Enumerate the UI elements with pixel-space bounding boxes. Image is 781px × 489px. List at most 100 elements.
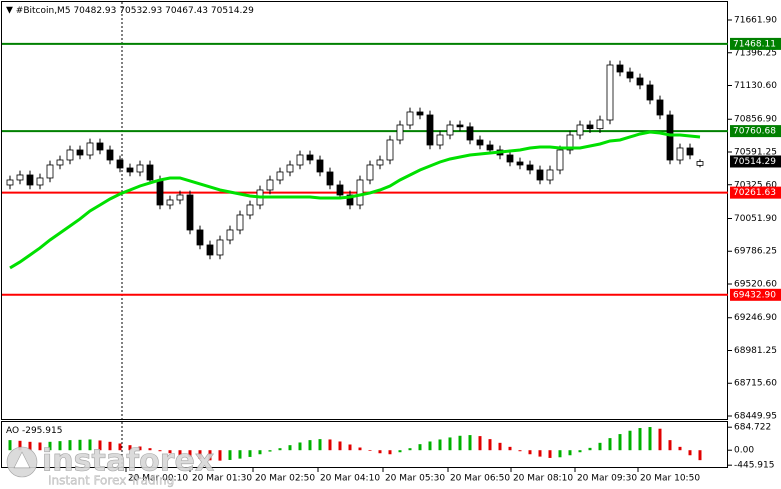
indicator-bar (698, 450, 702, 461)
header: ▼ #Bitcoin,M5 70482.93 70532.93 70467.43… (6, 6, 254, 16)
indicator-bar (298, 442, 302, 451)
candle-body (146, 164, 154, 181)
watermark-tagline: Instant Forex Trading (48, 474, 174, 488)
candle-body (126, 167, 134, 173)
x-tick-label: 20 Mar 05:30 (385, 474, 445, 484)
candle-body (576, 124, 584, 136)
indicator-tick-label: -445.915 (734, 461, 774, 471)
indicator-bar (198, 450, 202, 459)
indicator-bar (448, 437, 452, 451)
indicator-value: -295.915 (22, 426, 62, 436)
level-tag (730, 125, 781, 138)
indicator-bar (408, 448, 412, 451)
price-tag (730, 155, 781, 168)
y-tick-label: 70051.90 (734, 214, 777, 224)
indicator-bar (78, 439, 82, 451)
candle-body (616, 64, 624, 73)
candle-body (536, 169, 544, 181)
x-tick-label: 20 Mar 02:50 (255, 474, 315, 484)
candle-body (26, 174, 34, 186)
indicator-bar (318, 439, 322, 451)
candle-body (666, 114, 674, 161)
candle-body (166, 199, 174, 206)
indicator-bar (258, 450, 262, 455)
indicator-bar (598, 442, 602, 451)
y-tick-label: 71661.90 (734, 16, 777, 26)
indicator-bar (398, 450, 402, 453)
indicator-bar (248, 450, 252, 457)
candle-body (336, 184, 344, 196)
candle-body (396, 124, 404, 141)
candle-body (366, 164, 374, 181)
candle-body (356, 179, 364, 206)
indicator-bar (658, 428, 662, 451)
candle-body (226, 229, 234, 241)
indicator-bar (48, 441, 52, 451)
y-tick-label: 69246.90 (734, 313, 777, 323)
indicator-bar (488, 439, 492, 451)
y-tick-label: 69520.60 (734, 280, 777, 290)
candle-body (136, 164, 144, 173)
indicator-bar (158, 450, 162, 452)
indicator-bar (38, 442, 42, 451)
indicator-bar (8, 440, 12, 451)
indicator-bar (68, 440, 72, 451)
price-tag-label: 70514.29 (733, 157, 776, 167)
candle-body (176, 194, 184, 201)
candle-body (526, 164, 534, 171)
candle-body (456, 124, 464, 128)
candle-body (156, 179, 164, 206)
candle-body (606, 64, 614, 121)
candle-body (696, 161, 704, 166)
indicator-bar (268, 450, 272, 452)
price-panel (1, 1, 728, 420)
y-tick-label: 70856.90 (734, 115, 777, 125)
indicator-bar (428, 441, 432, 451)
indicator-bar (478, 436, 482, 451)
indicator-bar (458, 435, 462, 451)
candle-body (426, 114, 434, 146)
indicator-bar (438, 439, 442, 451)
indicator-bar (28, 441, 32, 451)
candle-body (56, 159, 64, 166)
indicator-bar (108, 441, 112, 451)
indicator-bar (218, 450, 222, 461)
candle-body (46, 164, 54, 179)
indicator-bar (98, 440, 102, 451)
close: 70514.29 (211, 6, 254, 16)
moving-average (9, 130, 701, 270)
x-tick-label: 20 Mar 01:30 (192, 474, 252, 484)
candle-body (406, 111, 414, 126)
indicator-bar (378, 450, 382, 454)
y-tick-label: 70591.25 (734, 148, 777, 158)
candle-body (106, 149, 114, 161)
level-label: 69432.90 (733, 290, 776, 300)
y-tick-label: 68715.60 (734, 379, 777, 389)
candle-body (476, 139, 484, 146)
candle-body (196, 229, 204, 246)
candle-body (266, 179, 274, 191)
indicator-bar (178, 450, 182, 455)
candle-body (516, 161, 524, 166)
indicator-bar (638, 428, 642, 451)
candle-body (186, 194, 194, 231)
candle-body (346, 194, 354, 206)
indicator-bar (188, 450, 192, 457)
candle-body (586, 124, 594, 130)
indicator-bar (538, 450, 542, 457)
indicator-bar (388, 450, 392, 455)
indicator-bar (138, 446, 142, 451)
candle-body (676, 147, 684, 161)
candle-body (626, 71, 634, 79)
y-tick-label: 71130.60 (734, 81, 777, 91)
indicator-bar (168, 450, 172, 454)
candle-body (656, 99, 664, 116)
indicator-bar (228, 450, 232, 460)
indicator-bar (508, 446, 512, 451)
x-tick-label: 20 Mar 08:10 (513, 474, 573, 484)
indicator-bar (418, 444, 422, 451)
candle-body (6, 179, 14, 186)
x-tick-label: 20 Mar 10:50 (640, 474, 700, 484)
symbol: #Bitcoin,M5 (16, 6, 71, 16)
